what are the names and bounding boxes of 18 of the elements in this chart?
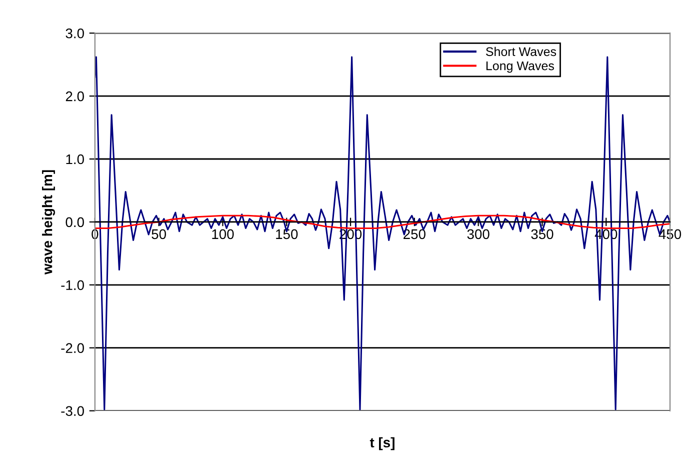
x-tick-label: 450	[658, 229, 682, 240]
x-tick-label: 50	[152, 229, 166, 240]
legend-label: Short Waves	[486, 46, 556, 56]
x-tick-label: 300	[467, 229, 490, 240]
x-tick-label: 100	[212, 229, 234, 240]
y-tick-label: 1.0	[66, 154, 84, 164]
legend-label: Long Waves	[486, 62, 554, 73]
x-tick-label: 150	[276, 229, 298, 240]
x-tick-label: 350	[531, 229, 554, 240]
y-tick-label: 2.0	[66, 91, 84, 102]
y-tick-label: -1.0	[61, 280, 84, 290]
y-axis-title: wave height [m]	[42, 170, 56, 274]
y-tick-label: -3.0	[61, 406, 84, 416]
y-tick-label: 3.0	[66, 28, 84, 38]
x-axis-title: t [s]	[370, 437, 394, 450]
y-tick-label: -2.0	[61, 343, 84, 354]
y-tick-label: 0.0	[66, 217, 84, 228]
x-tick-label: 250	[404, 229, 426, 240]
